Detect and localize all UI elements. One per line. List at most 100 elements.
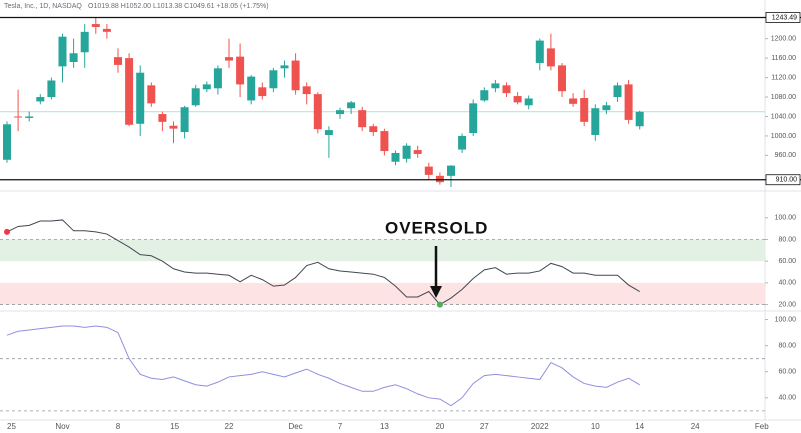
- candle-body: [147, 85, 156, 104]
- x-tick-label: Feb: [755, 422, 769, 431]
- candle-body: [524, 98, 533, 106]
- x-tick-label: 8: [116, 422, 121, 431]
- y-tick-label: 100.00: [775, 316, 797, 323]
- candle-body: [102, 28, 111, 32]
- candle-body: [213, 68, 222, 89]
- candle-body: [591, 108, 600, 135]
- x-tick-label: 13: [380, 422, 389, 431]
- candle-body: [336, 110, 344, 115]
- candle-body: [158, 114, 167, 122]
- x-tick-label: Dec: [288, 422, 302, 431]
- highlight-dot: [436, 301, 443, 308]
- y-tick-label: 1120.00: [771, 74, 796, 81]
- candle-body: [125, 58, 134, 125]
- chart-title: Tesla, Inc., 1D, NASDAQ: [4, 3, 82, 10]
- y-tick-label: 1160.00: [771, 55, 796, 62]
- candle-body: [402, 145, 411, 159]
- candle-body: [313, 94, 322, 130]
- candle-body: [80, 31, 89, 53]
- candle-body: [324, 130, 333, 135]
- x-tick-label: 25: [7, 422, 16, 431]
- candle-body: [225, 57, 233, 61]
- y-tick-label: 1080.00: [771, 94, 796, 101]
- candle-body: [469, 103, 478, 134]
- candle-body: [269, 70, 278, 89]
- candle-body: [280, 65, 289, 69]
- x-tick-label: 10: [591, 422, 600, 431]
- candle-body: [502, 85, 511, 94]
- y-tick-label: 40.00: [778, 395, 796, 402]
- zone-band: [0, 282, 765, 305]
- x-tick-label: 14: [635, 422, 644, 431]
- annotation: OVERSOLD: [385, 218, 488, 237]
- candle-body: [424, 166, 433, 175]
- price-tag-label: 1243.49: [772, 14, 797, 21]
- x-tick-label: 27: [480, 422, 489, 431]
- candle-body: [114, 57, 122, 65]
- indicator-line: [6, 325, 640, 407]
- ohlc-legend: O1019.88 H1052.00 L1013.38 C1049.61 +18.…: [88, 3, 269, 10]
- candle-body: [480, 90, 489, 101]
- candle-body: [180, 107, 189, 133]
- candle-body: [358, 110, 367, 128]
- candle-body: [202, 84, 211, 90]
- x-tick-label: 22: [225, 422, 234, 431]
- zone-band: [0, 239, 765, 262]
- candle-body: [558, 65, 566, 92]
- candle-body: [391, 152, 400, 162]
- plot: 25 Nov 8 15 22 Dec 7 13 20 27 2022 10 14 24 Feb 1200.00…: [0, 12, 801, 431]
- price-tag: [765, 12, 801, 23]
- candle-body: [25, 116, 34, 118]
- candle-body: [380, 131, 389, 152]
- candle-body: [14, 116, 23, 118]
- candle-body: [47, 80, 56, 98]
- y-tick-label: 1000.00: [771, 133, 796, 140]
- price-tag-label: 910.00: [776, 177, 798, 184]
- candle-body: [136, 72, 145, 124]
- candle-body: [613, 85, 622, 98]
- candle-body: [3, 124, 11, 160]
- y-tick-label: 960.00: [775, 152, 797, 159]
- candle-body: [580, 98, 589, 122]
- indicator-line: [6, 219, 640, 306]
- candle-body: [458, 135, 467, 150]
- y-tick-label: 60.00: [778, 258, 796, 265]
- x-tick-label: 20: [435, 422, 444, 431]
- y-tick-label: 20.00: [778, 301, 796, 308]
- candle-body: [69, 53, 78, 62]
- x-tick-label: 2022: [531, 422, 549, 431]
- candle-body: [302, 86, 311, 95]
- y-tick-label: 1040.00: [771, 113, 796, 120]
- candle-body: [491, 83, 500, 89]
- candle-body: [91, 24, 100, 27]
- candle-body: [347, 102, 356, 109]
- candle-body: [624, 84, 633, 120]
- candle-body: [602, 105, 611, 111]
- candle-body: [369, 126, 378, 133]
- candle-body: [36, 97, 45, 102]
- y-tick-label: 80.00: [778, 236, 796, 243]
- candle-body: [635, 111, 644, 127]
- candle-body: [513, 96, 522, 103]
- y-tick-label: 60.00: [778, 369, 796, 376]
- candle-body: [236, 56, 245, 85]
- candle-body: [569, 98, 578, 104]
- candle-body: [435, 175, 444, 183]
- candle-body: [58, 36, 67, 67]
- candle-body: [169, 125, 178, 129]
- y-tick-label: 100.00: [775, 215, 797, 222]
- y-tick-label: 80.00: [778, 342, 796, 349]
- candle-body: [258, 87, 267, 97]
- price-tag: [765, 174, 801, 186]
- x-tick-label: 24: [691, 422, 700, 431]
- highlight-dot: [4, 228, 10, 235]
- candle-body: [546, 48, 555, 67]
- arrow-head: [430, 286, 442, 298]
- candle-body: [413, 150, 422, 154]
- candle-body: [191, 88, 200, 106]
- x-tick-label: 15: [170, 422, 179, 431]
- candle-body: [535, 40, 544, 63]
- candle-body: [247, 76, 256, 101]
